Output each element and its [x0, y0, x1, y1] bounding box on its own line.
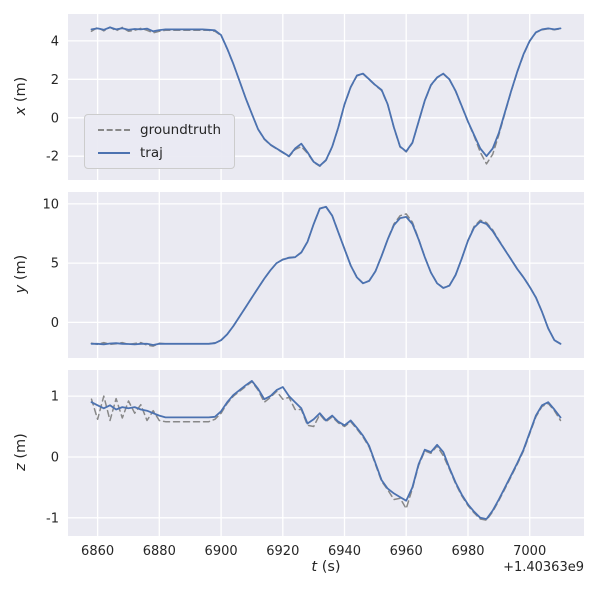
legend: groundtruth traj — [84, 114, 236, 169]
y-tick-label: -1 — [46, 511, 59, 526]
groundtruth-line-z — [90, 380, 562, 521]
x-tick-label: 6860 — [81, 544, 114, 559]
x-tick-label: 6900 — [205, 544, 238, 559]
y-axis-label-z: z (m) — [13, 392, 29, 512]
subplot-bg-y — [68, 192, 584, 358]
legend-entry-groundtruth: groundtruth — [98, 122, 221, 138]
axis-var: y — [13, 284, 29, 294]
traj-line-z — [90, 379, 562, 520]
axis-unit: (m) — [13, 433, 29, 464]
legend-entry-traj: traj — [98, 145, 221, 161]
axis-unit: (m) — [13, 76, 29, 107]
y-tick-label: 5 — [51, 257, 59, 272]
dashed-line-icon — [98, 129, 130, 131]
axis-var: x — [13, 106, 29, 116]
x-tick-label: 7000 — [513, 544, 546, 559]
traj-line-x — [90, 26, 562, 167]
solid-line-icon — [98, 152, 130, 154]
axis-unit: (m) — [13, 254, 29, 285]
y-axis-label-y: y (m) — [13, 214, 29, 334]
axis-unit: (s) — [317, 559, 341, 575]
y-tick-label: 0 — [51, 451, 59, 466]
legend-label: groundtruth — [140, 122, 222, 138]
x-axis-label: t (s) — [266, 559, 386, 575]
x-tick-label: 6940 — [328, 544, 361, 559]
axis-var: t — [311, 559, 318, 575]
x-tick-label: 6960 — [390, 544, 423, 559]
x-axis-offset-label: +1.40363e9 — [503, 560, 584, 575]
y-tick-label: 4 — [51, 34, 59, 49]
y-tick-label: 0 — [51, 316, 59, 331]
x-tick-label: 6880 — [143, 544, 176, 559]
subplot-bg-z — [68, 370, 584, 536]
x-tick-label: 6920 — [266, 544, 299, 559]
axis-var: z — [13, 463, 29, 471]
y-tick-label: 2 — [51, 73, 59, 88]
y-axis-label-x: x (m) — [13, 36, 29, 156]
y-tick-label: 1 — [51, 390, 59, 405]
y-tick-label: 0 — [51, 111, 59, 126]
x-tick-label: 6980 — [451, 544, 484, 559]
y-tick-label: 10 — [42, 197, 59, 212]
traj-line-y — [90, 205, 562, 346]
y-tick-label: -2 — [46, 150, 59, 165]
legend-label: traj — [140, 145, 163, 161]
